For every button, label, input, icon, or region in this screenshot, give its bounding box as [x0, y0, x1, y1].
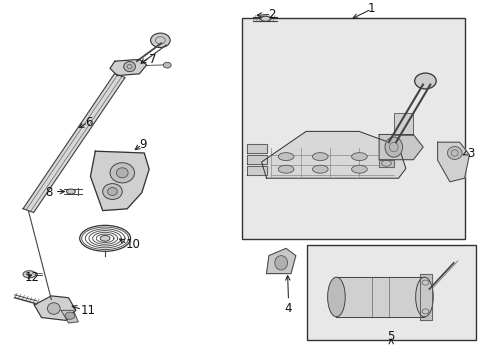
- Polygon shape: [90, 151, 149, 211]
- Ellipse shape: [415, 277, 432, 317]
- Polygon shape: [61, 310, 78, 323]
- Ellipse shape: [100, 235, 110, 241]
- Ellipse shape: [116, 168, 128, 178]
- Bar: [306, 245, 475, 340]
- Polygon shape: [437, 142, 468, 182]
- Polygon shape: [246, 166, 266, 175]
- Text: 9: 9: [139, 138, 146, 151]
- Polygon shape: [266, 248, 295, 274]
- Ellipse shape: [260, 16, 270, 21]
- Ellipse shape: [414, 73, 435, 89]
- Bar: [393, 113, 412, 135]
- Ellipse shape: [447, 147, 461, 159]
- Text: 11: 11: [81, 304, 96, 317]
- Ellipse shape: [163, 62, 171, 68]
- Polygon shape: [419, 274, 431, 320]
- Ellipse shape: [47, 303, 60, 314]
- Polygon shape: [23, 74, 125, 212]
- Polygon shape: [246, 144, 266, 153]
- Polygon shape: [378, 160, 393, 167]
- Ellipse shape: [327, 277, 345, 317]
- Ellipse shape: [65, 312, 75, 319]
- Polygon shape: [246, 155, 266, 164]
- Ellipse shape: [23, 271, 36, 278]
- Ellipse shape: [102, 184, 122, 199]
- Text: 8: 8: [45, 186, 53, 199]
- Text: 5: 5: [386, 330, 394, 343]
- Polygon shape: [378, 135, 422, 160]
- Polygon shape: [261, 131, 405, 178]
- Text: 2: 2: [267, 8, 275, 21]
- Ellipse shape: [110, 163, 134, 183]
- Text: 6: 6: [85, 116, 93, 129]
- Bar: [242, 18, 464, 239]
- Ellipse shape: [123, 62, 135, 72]
- Text: 7: 7: [149, 53, 156, 66]
- Ellipse shape: [384, 137, 402, 157]
- Ellipse shape: [107, 188, 117, 195]
- Ellipse shape: [278, 153, 293, 161]
- Ellipse shape: [351, 165, 366, 173]
- Ellipse shape: [394, 117, 406, 124]
- Text: 12: 12: [24, 271, 40, 284]
- Ellipse shape: [278, 165, 293, 173]
- Polygon shape: [34, 296, 76, 320]
- Ellipse shape: [150, 33, 170, 48]
- Ellipse shape: [274, 256, 287, 270]
- Polygon shape: [110, 59, 146, 76]
- Text: 10: 10: [126, 238, 141, 251]
- Text: 4: 4: [284, 302, 292, 315]
- Polygon shape: [336, 277, 424, 317]
- Text: 1: 1: [367, 3, 375, 15]
- Text: 3: 3: [466, 147, 473, 159]
- Ellipse shape: [351, 153, 366, 161]
- Ellipse shape: [66, 189, 75, 194]
- Ellipse shape: [312, 165, 327, 173]
- Ellipse shape: [312, 153, 327, 161]
